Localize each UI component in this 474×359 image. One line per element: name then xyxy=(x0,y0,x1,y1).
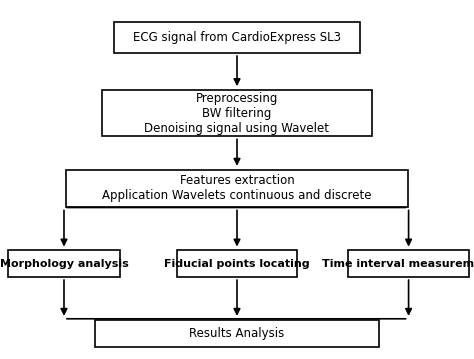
FancyBboxPatch shape xyxy=(66,170,408,207)
Text: ECG signal from CardioExpress SL3: ECG signal from CardioExpress SL3 xyxy=(133,31,341,44)
FancyBboxPatch shape xyxy=(114,22,360,53)
Text: Results Analysis: Results Analysis xyxy=(190,327,284,340)
FancyBboxPatch shape xyxy=(176,251,298,277)
Text: Time interval measurement: Time interval measurement xyxy=(322,259,474,269)
Text: Fiducial points locating: Fiducial points locating xyxy=(164,259,310,269)
FancyBboxPatch shape xyxy=(95,320,379,347)
Text: Features extraction
Application Wavelets continuous and discrete: Features extraction Application Wavelets… xyxy=(102,174,372,202)
Text: Morphology analysis: Morphology analysis xyxy=(0,259,128,269)
FancyBboxPatch shape xyxy=(348,251,469,277)
FancyBboxPatch shape xyxy=(9,251,119,277)
FancyBboxPatch shape xyxy=(102,90,372,136)
Text: Preprocessing
BW filtering
Denoising signal using Wavelet: Preprocessing BW filtering Denoising sig… xyxy=(145,92,329,135)
